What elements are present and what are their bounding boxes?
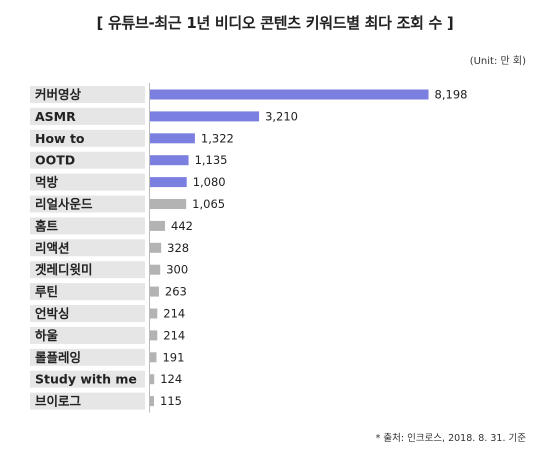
bar	[150, 374, 155, 385]
value-label: 1,322	[201, 131, 234, 145]
value-label: 442	[171, 219, 193, 233]
category-band	[30, 305, 145, 322]
value-label: 1,135	[195, 153, 228, 167]
bar	[150, 308, 158, 319]
source-note: * 출처: 인크로스, 2018. 8. 31. 기준	[375, 433, 526, 444]
value-label: 300	[166, 263, 188, 277]
value-label: 214	[163, 307, 185, 321]
category-band	[30, 195, 145, 213]
bar	[150, 199, 187, 209]
category-band	[30, 239, 145, 257]
value-label: 263	[165, 285, 187, 299]
category-band	[30, 261, 145, 279]
bar	[150, 242, 162, 253]
category-label: 먹방	[35, 175, 59, 190]
category-label: ASMR	[35, 109, 76, 124]
category-label: 홈트	[35, 218, 59, 233]
category-label: 롤플레잉	[35, 350, 81, 365]
category-label: 하울	[35, 328, 59, 343]
bar	[150, 89, 429, 100]
bar	[150, 133, 195, 144]
category-band	[30, 217, 145, 235]
category-band	[30, 173, 145, 191]
category-label: OOTD	[35, 153, 75, 168]
category-band	[30, 283, 145, 301]
chart-title: [ 유튜브-최근 1년 비디오 콘텐츠 키워드별 최다 조회 수 ]	[96, 14, 454, 32]
category-label: 겟레디윗미	[35, 262, 93, 277]
bar	[150, 220, 166, 231]
value-label: 214	[163, 328, 185, 342]
value-label: 328	[167, 241, 189, 255]
category-label: 리얼사운드	[35, 197, 93, 212]
value-label: 124	[160, 372, 182, 386]
unit-label: (Unit: 만 회)	[469, 56, 526, 67]
category-band	[30, 107, 145, 125]
category-band	[30, 392, 145, 410]
category-band	[30, 129, 145, 147]
category-band	[30, 348, 145, 366]
category-label: Study with me	[35, 372, 137, 387]
bar	[150, 286, 159, 297]
value-label: 1,065	[192, 197, 225, 211]
category-band	[30, 151, 145, 169]
value-label: 8,198	[435, 88, 468, 102]
value-label: 1,080	[193, 175, 226, 189]
category-label: 커버영상	[35, 87, 82, 102]
bar	[150, 264, 161, 275]
category-band	[30, 326, 145, 344]
category-label: 루틴	[35, 284, 58, 299]
bar	[150, 155, 189, 166]
value-label: 191	[162, 350, 184, 364]
category-label: How to	[35, 131, 85, 146]
bar	[150, 330, 158, 341]
category-label: 브이로그	[35, 394, 82, 409]
bar	[150, 396, 154, 407]
bar	[150, 177, 187, 188]
value-label: 3,210	[265, 109, 298, 123]
category-band	[30, 370, 145, 388]
category-label: 리액션	[35, 240, 70, 255]
bar	[150, 111, 260, 122]
bar	[150, 352, 157, 363]
category-band	[30, 86, 145, 103]
category-label: 언박싱	[35, 306, 70, 321]
value-label: 115	[160, 394, 182, 408]
